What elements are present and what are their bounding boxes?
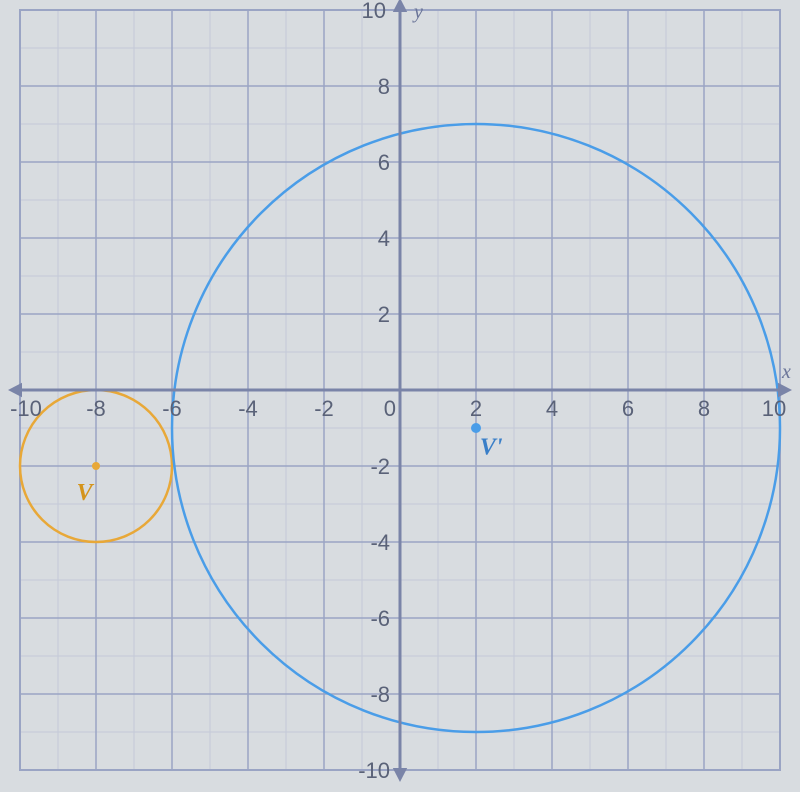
x-tick-label: 10 <box>762 396 786 421</box>
circle-v-center-dot <box>92 462 100 470</box>
y-tick-label: 6 <box>378 150 390 175</box>
x-tick-label: 6 <box>622 396 634 421</box>
y-axis-label: y <box>412 1 423 23</box>
circle-vprime-center-dot <box>471 423 481 433</box>
x-axis-label: x <box>781 361 791 383</box>
x-tick-label: -4 <box>238 396 258 421</box>
x-tick-label: -6 <box>162 396 182 421</box>
y-tick-label: -10 <box>358 758 390 783</box>
arrow-down-icon <box>393 768 407 782</box>
y-tick-label: -6 <box>370 606 390 631</box>
x-tick-label: 2 <box>470 396 482 421</box>
y-tick-label: 10 <box>362 0 386 23</box>
chart-svg: x y -10 -8 -6 -4 -2 0 2 4 6 8 10 -10 -8 -6 -4 -2 2 4 6 8 10 V V' <box>0 0 800 792</box>
x-tick-label: -2 <box>314 396 334 421</box>
x-tick-label: 4 <box>546 396 558 421</box>
y-tick-label: 8 <box>378 74 390 99</box>
x-tick-label: -8 <box>86 396 106 421</box>
circle-v-label: V <box>77 480 95 506</box>
circle-vprime-label: V' <box>480 435 503 461</box>
x-tick-label: 0 <box>384 396 396 421</box>
y-tick-label: -8 <box>370 682 390 707</box>
y-tick-label: -4 <box>370 530 390 555</box>
y-tick-label: 2 <box>378 302 390 327</box>
x-tick-label: -10 <box>10 396 42 421</box>
x-tick-label: 8 <box>698 396 710 421</box>
y-tick-label: 4 <box>378 226 390 251</box>
arrow-up-icon <box>393 0 407 12</box>
coordinate-plane-chart: x y -10 -8 -6 -4 -2 0 2 4 6 8 10 -10 -8 -6 -4 -2 2 4 6 8 10 V V' <box>0 0 800 792</box>
y-tick-label: -2 <box>370 454 390 479</box>
